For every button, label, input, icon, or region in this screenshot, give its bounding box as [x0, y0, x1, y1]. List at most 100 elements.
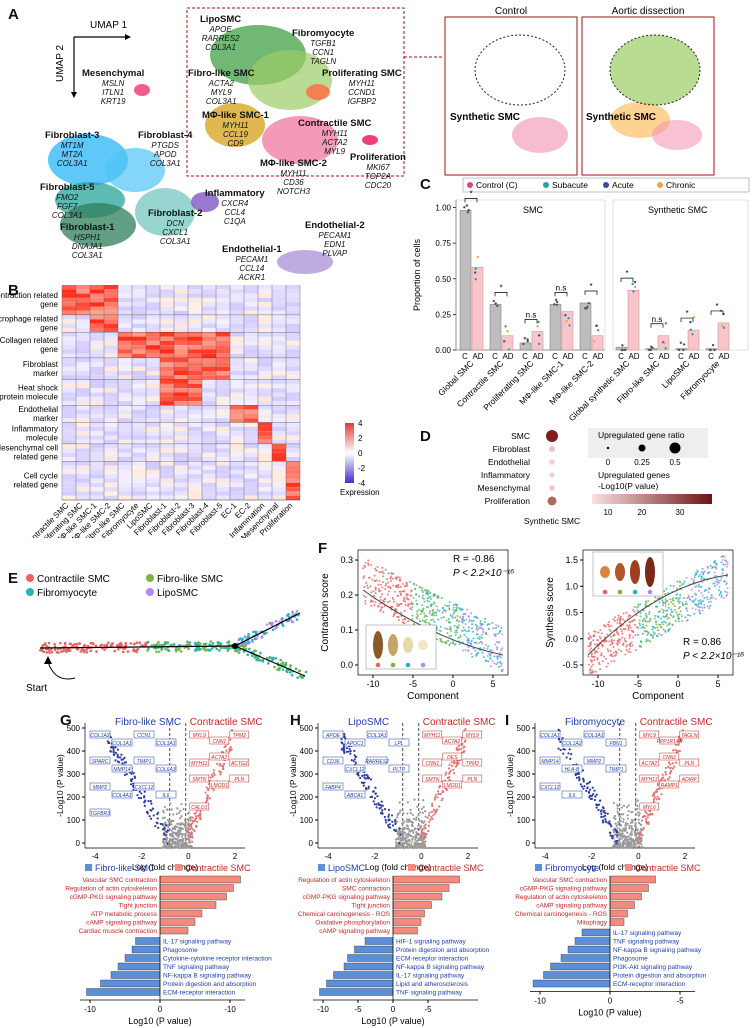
heatmap-cell	[62, 306, 76, 311]
heatmap-cell	[76, 340, 90, 346]
heatmap-cell	[230, 418, 244, 423]
volcano-right-gene: CNN1	[425, 761, 439, 767]
pathway-up-label: Tight junction	[352, 903, 391, 910]
heatmap-cell	[272, 409, 286, 414]
umap-label-8: Proliferation MKI67 TOP2A CDC20	[350, 152, 406, 190]
d-color-title: Upregulated genes	[598, 470, 670, 480]
heatmap-cell	[216, 418, 230, 423]
heatmap-cell	[216, 332, 230, 337]
cluster-gene: ITLN1	[102, 88, 125, 97]
heatmap-cell	[286, 375, 300, 380]
d-dot	[547, 496, 557, 506]
cluster-gene: MYH11	[321, 129, 348, 138]
heatmap-cell	[244, 315, 258, 320]
heatmap-cell	[174, 379, 188, 384]
heatmap-cell	[202, 448, 216, 453]
heatmap-cell	[202, 444, 216, 449]
heatmap-cell	[258, 289, 272, 294]
heatmap-cell	[90, 409, 104, 414]
heatmap-cell	[174, 461, 188, 466]
heatmap-cell	[132, 444, 146, 449]
cluster-gene: MKI67	[366, 163, 390, 172]
cluster-gene: CCL4	[224, 208, 246, 217]
cluster-gene: CXCR4	[221, 199, 249, 208]
pathway-bar-down	[110, 971, 161, 979]
cluster-inflammatory	[191, 192, 219, 212]
pathway-bar-down	[319, 988, 394, 996]
heatmap-cell	[258, 336, 272, 341]
bar-right-title: Contractile SMC	[635, 863, 701, 873]
heatmap-cell	[104, 452, 118, 457]
heatmap-cell	[146, 375, 160, 380]
heatmap-cell	[90, 306, 104, 311]
heatmap-cell	[118, 375, 132, 380]
heatmap-cell	[202, 315, 216, 320]
heatmap-cell	[230, 409, 244, 414]
heatmap-cell	[272, 418, 286, 423]
heatmap-cell	[244, 371, 258, 376]
cluster-fibroblast-2	[135, 188, 195, 236]
heatmap-cell	[174, 469, 188, 475]
heatmap-cell	[90, 297, 104, 303]
heatmap-cell	[160, 448, 174, 453]
heatmap-cell	[272, 293, 286, 298]
heatmap-cell	[272, 448, 286, 453]
heatmap-cell	[244, 383, 258, 389]
volcano-left-gene: IL6	[569, 793, 576, 799]
heatmap-cell	[244, 285, 258, 290]
bar-xtick: 0	[608, 997, 613, 1006]
heatmap-cell	[62, 310, 76, 316]
heatmap-cell	[104, 383, 118, 389]
pathway-bar-down	[131, 945, 161, 954]
pathway-bar-up	[392, 901, 432, 909]
heatmap-cell	[202, 409, 216, 414]
heatmap-cell	[104, 418, 118, 423]
f-ylabel: Contraction score	[320, 573, 331, 652]
heatmap-cell	[160, 375, 174, 380]
bar-ad	[627, 289, 640, 351]
volcano-left-gene: PLTP	[393, 767, 406, 773]
volcano-left-gene: CXCL12	[541, 785, 560, 791]
heatmap-cell	[132, 362, 146, 367]
heatmap-cell	[258, 418, 272, 423]
heatmap-cell	[202, 375, 216, 380]
heatmap-row-group: Inflammatory molecule	[12, 424, 59, 442]
heatmap-cell	[132, 315, 146, 320]
heatmap-cell	[160, 409, 174, 414]
heatmap-cell	[160, 474, 174, 479]
heatmap-cell	[62, 315, 76, 320]
heatmap-cell	[76, 379, 90, 384]
heatmap-cell	[90, 315, 104, 320]
heatmap-cell	[160, 495, 174, 500]
volcano-right-gene: TAGLN	[681, 733, 698, 739]
heatmap-cell	[118, 319, 132, 324]
cluster-gene: MSLN	[102, 79, 125, 88]
heatmap-cell	[244, 435, 258, 440]
cluster-name: Proliferation	[350, 152, 406, 163]
umap-label-4: Proliferating SMC MYH11 CCND1 IGFBP2	[322, 68, 402, 106]
heatmap-row-group: Heat shock protein molecule	[0, 384, 59, 402]
heatmap-cell	[286, 315, 300, 320]
volcano-xtick: -2	[588, 852, 596, 861]
heatmap-cell	[160, 405, 174, 410]
volcano-ytick: 200	[517, 793, 531, 802]
cluster-gene: MYH11	[280, 169, 307, 178]
pathway-bar-up	[159, 884, 234, 892]
heatmap-cell	[174, 482, 188, 488]
heatmap-cell	[104, 293, 118, 298]
heatmap-cell	[202, 414, 216, 419]
heatmap-cell	[62, 362, 76, 367]
bar-ad	[591, 335, 604, 351]
heatmap-cell	[216, 293, 230, 298]
heatmap-cell	[230, 362, 244, 367]
f-xtick: 5	[715, 679, 720, 689]
heatmap-cell	[132, 435, 146, 440]
heatmap-cell	[230, 457, 244, 462]
volcano-right-gene: MYH11	[641, 777, 658, 783]
heatmap-cell	[132, 401, 146, 406]
heatmap-cell	[104, 315, 118, 320]
heatmap-cell	[244, 345, 258, 350]
heatmap-cell	[272, 310, 286, 316]
umap-points	[48, 25, 378, 274]
c-ytick: 1.00	[435, 204, 451, 213]
